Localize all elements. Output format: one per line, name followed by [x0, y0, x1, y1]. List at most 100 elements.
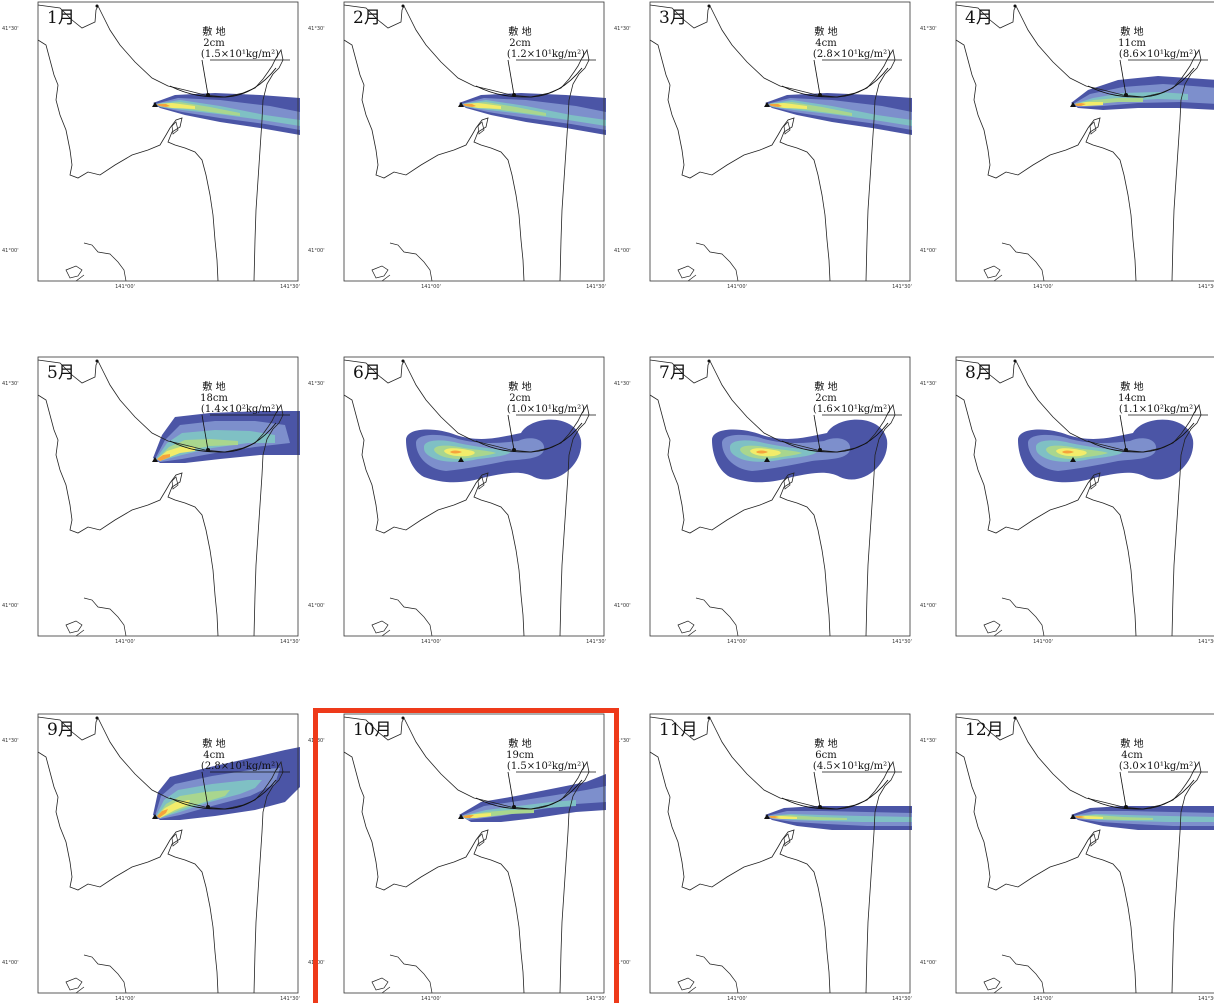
ash-thickness: 4cm — [203, 750, 225, 761]
coastline-south — [65, 242, 127, 281]
lat-label-bottom: 41°00' — [2, 960, 19, 966]
lon-label-mid: 141°00' — [421, 284, 441, 290]
coastline-bay — [783, 476, 791, 490]
lon-label-mid: 141°00' — [727, 996, 747, 1002]
map-panel: 2月敷 地 2cm (1.2×10¹kg/m²) 41°30' 41°00' 141°00… — [306, 0, 611, 295]
coastline-bay — [171, 476, 179, 490]
ash-load: (4.5×10¹kg/m²) — [813, 761, 891, 772]
site-name: 敷 地 — [814, 737, 837, 750]
map-panel: 11月敷 地 6cm (4.5×10¹kg/m²) 41°30' 41°00' 141°0… — [612, 712, 917, 1007]
coastline-south — [371, 597, 433, 636]
lat-label-bottom: 41°00' — [614, 248, 631, 254]
plume-layer — [1062, 450, 1074, 454]
lon-label-right: 141°30' — [892, 639, 912, 645]
map-frame — [37, 713, 299, 994]
coastline-bay — [477, 121, 485, 135]
ash-plume — [1071, 806, 1214, 830]
site-boundary-line — [1087, 67, 1195, 98]
plume-layer — [157, 104, 170, 107]
lat-label-bottom: 41°00' — [920, 960, 937, 966]
lon-label-mid: 141°00' — [421, 996, 441, 1002]
site-boundary-line — [1087, 422, 1195, 453]
map-frame — [37, 1, 299, 282]
plume-layer — [157, 809, 168, 818]
lon-label-mid: 141°00' — [1033, 996, 1053, 1002]
site-boundary-line — [781, 779, 889, 810]
coastline-south — [65, 597, 127, 636]
plume-layer — [157, 454, 170, 461]
site-marker — [512, 805, 516, 809]
ash-load: (1.5×10²kg/m²) — [507, 761, 585, 772]
coastline-south — [371, 242, 433, 281]
lat-label-bottom: 41°00' — [614, 960, 631, 966]
map-frame — [649, 713, 911, 994]
ash-thickness: 18cm — [200, 393, 228, 404]
ash-plume — [1071, 76, 1214, 110]
month-label: 8月 — [965, 363, 993, 383]
site-marker — [1124, 805, 1128, 809]
site-marker — [1124, 93, 1128, 97]
map-frame — [37, 356, 299, 637]
map-panel: 5月敷 地 18cm (1.4×10²kg/m²) 41°30' 41°00' 141°0… — [0, 355, 305, 650]
site-name: 敷 地 — [508, 25, 531, 38]
site-marker — [206, 448, 210, 452]
ash-thickness: 2cm — [203, 38, 225, 49]
map-panel: 7月敷 地 2cm (1.6×10¹kg/m²) 41°30' 41°00' 141°00… — [612, 355, 917, 650]
ash-load: (1.6×10¹kg/m²) — [813, 404, 891, 415]
coastline-bay — [783, 121, 791, 135]
coastline — [956, 4, 1202, 281]
lat-label-top: 41°30' — [2, 738, 19, 744]
coastline-south — [983, 242, 1045, 281]
ash-thickness: 6cm — [815, 750, 837, 761]
map-panel: 8月敷 地 14cm (1.1×10²kg/m²) 41°30' 41°00' 141°0… — [918, 355, 1214, 650]
map-panel: 1月敷 地 2cm (1.5×10¹kg/m²) 41°30' 41°00' 141°00… — [0, 0, 305, 295]
coastline — [344, 4, 590, 281]
lon-label-right: 141°30' — [1198, 284, 1214, 290]
coastline-south — [371, 954, 433, 993]
plume-layer — [463, 104, 476, 107]
lon-label-right: 141°30' — [586, 284, 606, 290]
ash-load: (3.0×10¹kg/m²) — [1119, 761, 1197, 772]
ash-thickness: 14cm — [1118, 393, 1146, 404]
coastline — [38, 359, 284, 636]
site-boundary-line — [475, 67, 583, 98]
volcano-source-marker — [152, 102, 158, 107]
lon-label-right: 141°30' — [586, 639, 606, 645]
lat-label-top: 41°30' — [308, 26, 325, 32]
month-label: 4月 — [965, 8, 993, 28]
map-frame — [955, 1, 1214, 282]
coastline-bay — [1089, 833, 1097, 847]
site-marker — [206, 93, 210, 97]
volcano-source-marker — [458, 814, 464, 819]
site-boundary-line — [169, 779, 277, 810]
site-marker — [818, 93, 822, 97]
lat-label-bottom: 41°00' — [920, 248, 937, 254]
ash-load: (2.8×10¹kg/m²) — [813, 49, 891, 60]
coastline — [38, 4, 284, 281]
ash-load: (1.2×10¹kg/m²) — [507, 49, 585, 60]
site-leader-line — [507, 414, 515, 451]
volcano-source-marker — [1070, 814, 1076, 819]
coastline-bay — [477, 833, 485, 847]
volcano-source-marker — [152, 814, 158, 819]
lon-label-right: 141°30' — [280, 284, 300, 290]
lat-label-bottom: 41°00' — [308, 603, 325, 609]
lon-label-right: 141°30' — [892, 996, 912, 1002]
map-frame — [955, 356, 1214, 637]
site-leader-line — [201, 414, 209, 451]
north-marker — [707, 716, 711, 720]
lon-label-right: 141°30' — [280, 639, 300, 645]
site-marker — [818, 805, 822, 809]
lon-label-mid: 141°00' — [115, 284, 135, 290]
coastline-bay — [1089, 476, 1097, 490]
ash-plume — [712, 419, 888, 483]
map-frame — [955, 713, 1214, 994]
site-leader-line — [813, 59, 821, 96]
ash-thickness: 4cm — [815, 38, 837, 49]
coastline-south — [677, 597, 739, 636]
map-frame — [343, 713, 605, 994]
